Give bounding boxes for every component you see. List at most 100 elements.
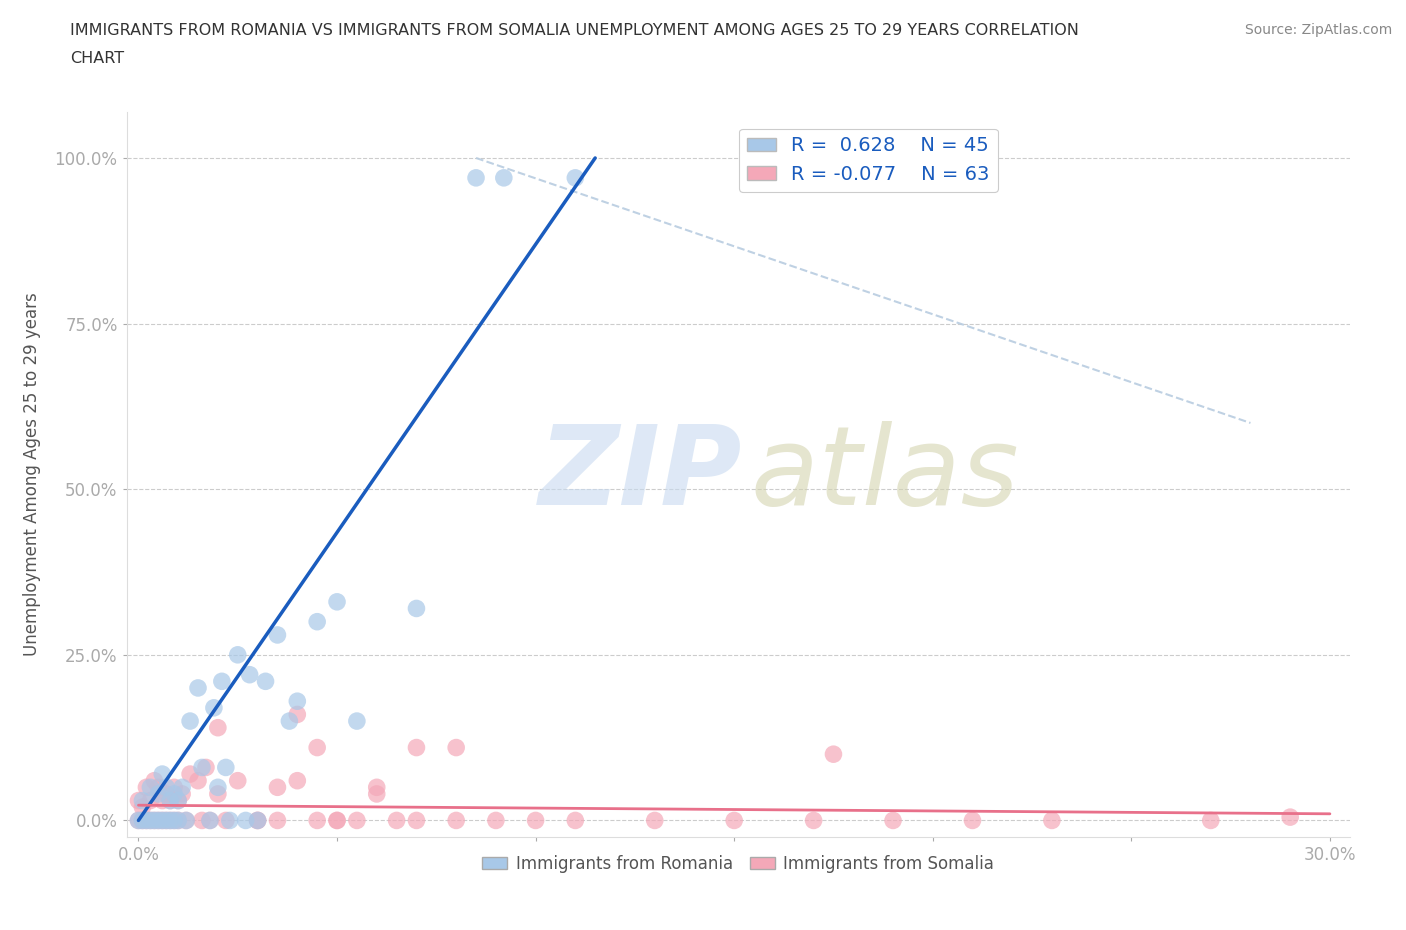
Point (187, 681, 209, 696)
Point (326, 594, 349, 609)
Point (155, 787, 177, 802)
Point (155, 813, 177, 828)
Point (366, 780, 388, 795)
Point (246, 813, 269, 828)
Point (187, 773, 209, 788)
Point (139, 780, 162, 795)
Point (524, 813, 547, 828)
Point (307, 614, 329, 629)
Point (163, 813, 186, 828)
Point (266, 628, 288, 643)
Point (191, 760, 214, 775)
Point (226, 773, 249, 788)
Point (405, 740, 427, 755)
Point (159, 793, 181, 808)
Text: CHART: CHART (70, 51, 124, 66)
Point (131, 813, 153, 828)
Point (266, 813, 288, 828)
Point (150, 813, 173, 828)
Point (803, 813, 825, 828)
Point (135, 813, 157, 828)
Point (143, 813, 166, 828)
Point (172, 787, 194, 802)
Point (346, 713, 368, 728)
Point (194, 760, 217, 775)
Point (202, 700, 225, 715)
Point (1279, 810, 1302, 825)
Point (444, 813, 467, 828)
Point (226, 647, 249, 662)
Point (155, 813, 177, 828)
Point (246, 813, 269, 828)
Y-axis label: Unemployment Among Ages 25 to 29 years: Unemployment Among Ages 25 to 29 years (22, 292, 41, 657)
Point (405, 601, 427, 616)
Point (285, 707, 308, 722)
Point (172, 780, 194, 795)
Point (215, 760, 238, 775)
Point (143, 813, 166, 828)
Point (179, 713, 201, 728)
Point (564, 170, 586, 185)
Point (139, 813, 162, 828)
Point (307, 813, 329, 828)
Point (131, 800, 153, 815)
Point (723, 813, 745, 828)
Point (131, 813, 153, 828)
Point (485, 813, 508, 828)
Point (444, 740, 467, 755)
Point (135, 813, 157, 828)
Point (148, 813, 170, 828)
Point (159, 793, 181, 808)
Point (150, 766, 173, 781)
Point (385, 813, 408, 828)
Point (246, 813, 269, 828)
Point (218, 813, 240, 828)
Point (155, 780, 177, 795)
Point (163, 780, 186, 795)
Point (207, 780, 229, 795)
Point (207, 787, 229, 802)
Point (167, 813, 190, 828)
Point (198, 813, 221, 828)
Point (278, 713, 301, 728)
Point (150, 793, 173, 808)
Point (139, 793, 162, 808)
Point (179, 766, 201, 781)
Point (127, 813, 149, 828)
Point (492, 170, 515, 185)
Point (1040, 813, 1063, 828)
Point (962, 813, 984, 828)
Point (307, 740, 329, 755)
Text: Source: ZipAtlas.com: Source: ZipAtlas.com (1244, 23, 1392, 37)
Point (405, 813, 427, 828)
Point (823, 747, 845, 762)
Point (163, 813, 186, 828)
Point (198, 813, 221, 828)
Point (326, 813, 349, 828)
Point (366, 787, 388, 802)
Point (644, 813, 666, 828)
Legend: Immigrants from Romania, Immigrants from Somalia: Immigrants from Romania, Immigrants from… (475, 848, 1001, 880)
Point (285, 773, 308, 788)
Point (131, 793, 153, 808)
Point (564, 813, 586, 828)
Point (174, 813, 197, 828)
Point (148, 787, 170, 802)
Point (326, 813, 349, 828)
Point (148, 780, 170, 795)
Point (211, 674, 233, 689)
Point (127, 813, 149, 828)
Point (174, 813, 197, 828)
Text: IMMIGRANTS FROM ROMANIA VS IMMIGRANTS FROM SOMALIA UNEMPLOYMENT AMONG AGES 25 TO: IMMIGRANTS FROM ROMANIA VS IMMIGRANTS FR… (70, 23, 1080, 38)
Point (148, 813, 170, 828)
Point (465, 170, 488, 185)
Point (215, 813, 238, 828)
Point (235, 813, 257, 828)
Point (135, 780, 157, 795)
Point (127, 793, 149, 808)
Point (167, 793, 190, 808)
Text: atlas: atlas (751, 420, 1019, 528)
Point (285, 694, 308, 709)
Point (150, 813, 173, 828)
Point (159, 813, 181, 828)
